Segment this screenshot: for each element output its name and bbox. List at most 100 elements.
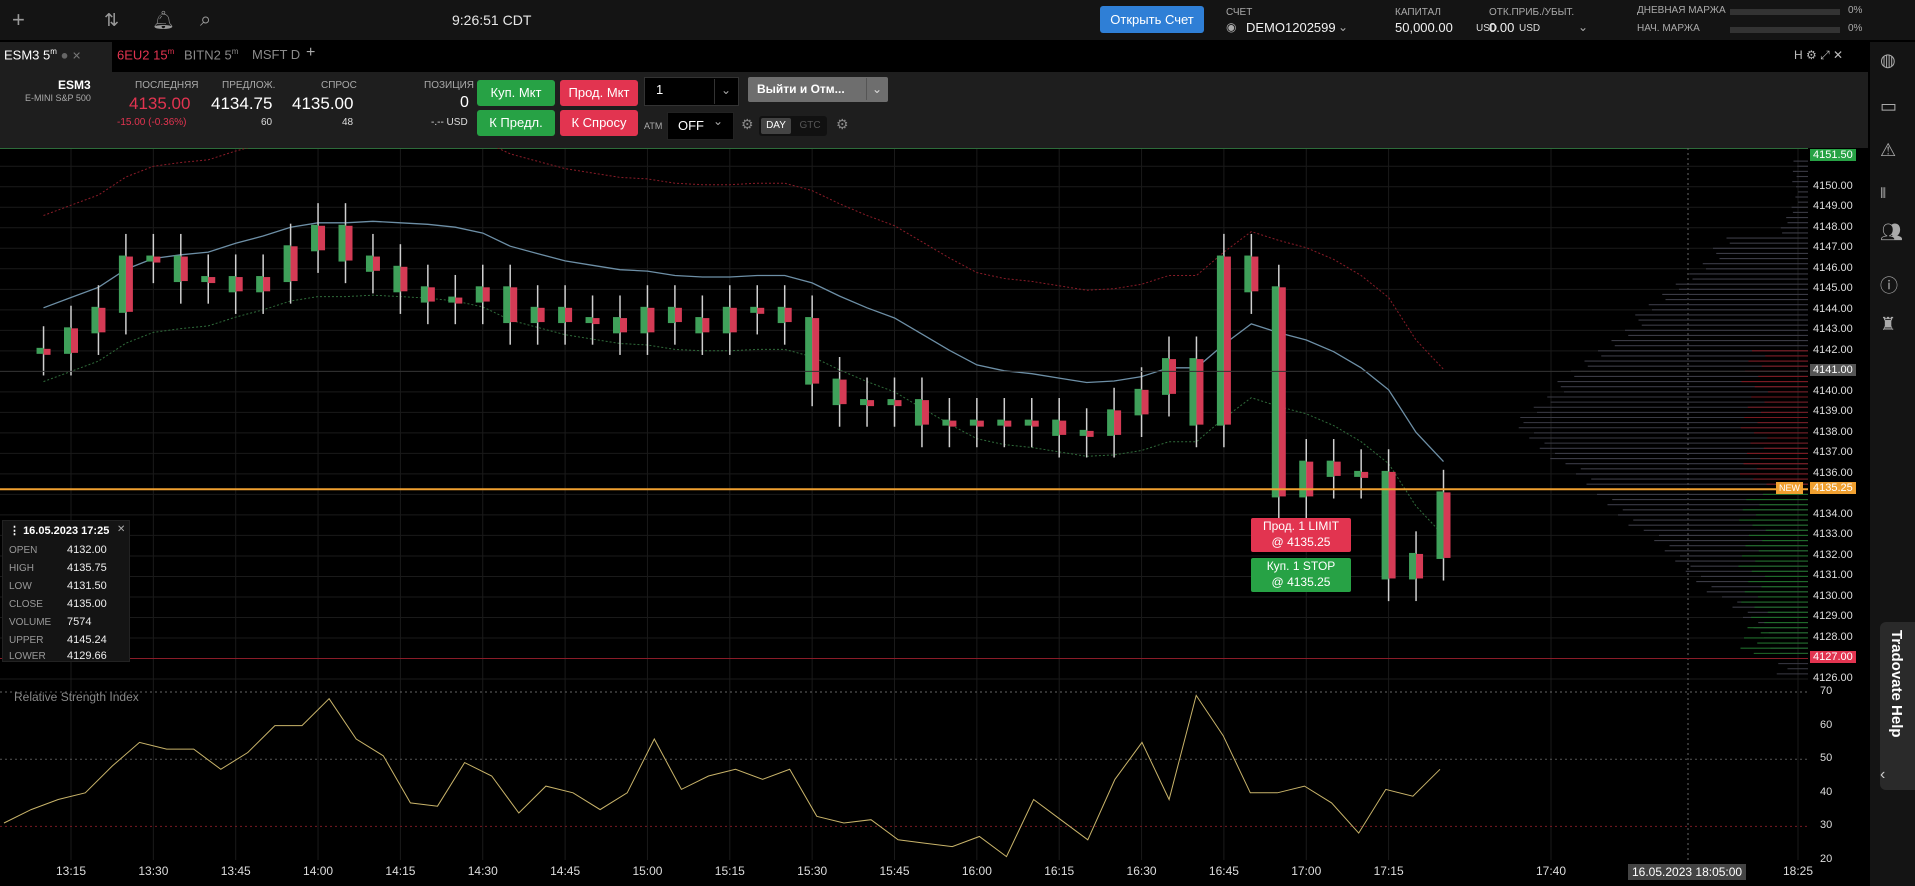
close-label: CLOSE xyxy=(9,599,43,610)
day-margin-pct: 0% xyxy=(1848,5,1863,16)
time-tick: 13:30 xyxy=(138,864,169,878)
help-tab[interactable]: Tradovate Help xyxy=(1880,622,1915,790)
candle-down-cluster xyxy=(867,400,875,407)
exit-cancel-button[interactable] xyxy=(748,77,888,102)
columns-icon[interactable]: ⦀ xyxy=(1880,185,1887,201)
candle-down-cluster xyxy=(1251,256,1259,292)
warning-icon[interactable]: ⚠ xyxy=(1880,140,1897,160)
symbol: ESM3 xyxy=(58,78,91,92)
ask-price[interactable]: 4135.00 xyxy=(292,94,354,113)
candle-up-cluster xyxy=(1381,470,1389,580)
open-label: OPEN xyxy=(9,545,38,556)
candle-down-cluster xyxy=(125,256,133,312)
sell-limit-order[interactable]: Прод. 1 LIMIT @ 4135.25 xyxy=(1251,518,1351,552)
pnl-currency: USD xyxy=(1519,23,1541,34)
search-icon[interactable]: ⌕ xyxy=(200,9,212,31)
chevron-down-icon[interactable]: ⌄ xyxy=(866,78,882,100)
lower-value: 4129.66 xyxy=(67,650,107,660)
low-label: LOW xyxy=(9,581,32,592)
bell-icon[interactable]: 🔔︎ xyxy=(152,10,175,30)
candle-up-cluster xyxy=(969,419,977,426)
close-icon[interactable]: ✕ xyxy=(117,524,126,535)
candle-down-cluster xyxy=(43,348,51,355)
chat-icon[interactable]: ▭ xyxy=(1880,96,1898,116)
candle-up-cluster xyxy=(1052,419,1060,436)
price-tick: 4141.00 xyxy=(1810,364,1856,377)
plus-icon[interactable]: + xyxy=(12,7,25,32)
chevron-down-icon[interactable]: ⌄ xyxy=(714,79,737,104)
candle-up-cluster xyxy=(1079,429,1087,436)
candle-up-cluster xyxy=(887,399,895,406)
chevron-down-icon[interactable]: ⌄ xyxy=(1578,20,1589,34)
tif-day[interactable]: DAY xyxy=(761,118,791,134)
candle-up-cluster xyxy=(311,224,319,252)
price-tick: 4131.00 xyxy=(1813,569,1853,582)
tab-6eu2[interactable]: 6EU2 15m xyxy=(117,47,175,63)
chart-canvas[interactable]: Relative Strength Index xyxy=(0,148,1870,886)
gear-icon[interactable]: ⚙ xyxy=(836,116,849,132)
price-tick: 4140.00 xyxy=(1813,384,1853,397)
rsi-tick: 50 xyxy=(1820,752,1833,765)
candle-up-cluster xyxy=(256,276,264,293)
candle-up-cluster xyxy=(667,306,675,324)
sell-market-button[interactable]: Прод. Мкт xyxy=(560,80,638,106)
gear-icon[interactable]: ⚙ xyxy=(741,116,754,132)
candle-up-cluster xyxy=(228,276,236,293)
chevron-left-icon[interactable]: ‹ xyxy=(1880,766,1886,783)
account-label: СЧЕТ xyxy=(1226,7,1253,18)
price-tick: 4130.00 xyxy=(1813,589,1853,602)
price-tick: 4139.00 xyxy=(1813,405,1853,418)
candle-up-cluster xyxy=(173,255,181,283)
candle-up-cluster xyxy=(1354,470,1362,477)
rsi-tick: 40 xyxy=(1820,785,1833,798)
low-value: 4131.50 xyxy=(67,580,107,592)
rsi-pane xyxy=(0,691,1808,858)
new-order-tag[interactable]: NEW xyxy=(1776,482,1803,495)
chevron-down-icon[interactable]: ⌄ xyxy=(1338,20,1349,34)
chevron-down-icon[interactable]: ⌄ xyxy=(713,114,724,128)
close-icon[interactable]: ✕ xyxy=(72,50,82,63)
time-tick: 17:15 xyxy=(1373,864,1404,878)
candle-down-cluster xyxy=(784,307,792,323)
price-axis[interactable]: 4151.50 4150.00 4149.00 4148.00 4147.00 4146.… xyxy=(1808,148,1870,868)
candle-down-cluster xyxy=(729,307,737,333)
tab-bitn2[interactable]: BITN2 5m xyxy=(184,47,239,63)
transfer-icon[interactable]: ⇅ xyxy=(104,10,120,30)
tab-msft[interactable]: MSFT D xyxy=(252,47,301,62)
moving-average-line xyxy=(43,220,1444,463)
candle-up-cluster xyxy=(201,276,209,283)
init-margin-pct: 0% xyxy=(1848,23,1863,34)
join-bid-button[interactable]: К Предл. xyxy=(477,110,555,136)
time-tick: 17:00 xyxy=(1291,864,1322,878)
atm-select[interactable] xyxy=(667,112,734,140)
users-icon[interactable]: 👥︎ xyxy=(1880,222,1903,242)
candle-down-cluster xyxy=(98,307,106,333)
trophy-icon[interactable]: ♜ xyxy=(1880,314,1897,334)
volume-profile xyxy=(1518,160,1808,675)
candle-up-cluster xyxy=(503,286,511,324)
candle-down-cluster xyxy=(1361,471,1369,478)
add-tab-icon[interactable]: + xyxy=(306,44,316,61)
candle-down-cluster xyxy=(71,328,78,353)
buy-stop-order[interactable]: Куп. 1 STOP @ 4135.25 xyxy=(1251,558,1351,592)
tif-gtc[interactable]: GTC xyxy=(799,120,821,131)
quantity-input[interactable] xyxy=(644,77,739,106)
candle-down-cluster xyxy=(1004,420,1012,427)
time-axis[interactable]: 13:15 13:30 13:45 14:00 14:15 14:30 14:45 15:00… xyxy=(0,860,1870,886)
help-circle-icon[interactable]: ⓘ xyxy=(1880,276,1898,296)
price-tick: 4133.00 xyxy=(1813,528,1853,541)
capital-label: КАПИТАЛ xyxy=(1395,7,1441,18)
price-tick: 4138.00 xyxy=(1813,425,1853,438)
account-select[interactable]: DEMO1202599 xyxy=(1246,20,1336,35)
price-tick: 4144.00 xyxy=(1813,302,1853,315)
globe-icon[interactable]: ◍ xyxy=(1880,50,1896,70)
price-tick: 4145.00 xyxy=(1813,282,1853,295)
chart-header-icons[interactable]: H ⚙ ⤢ ✕ xyxy=(1794,48,1844,62)
join-ask-button[interactable]: К Спросу xyxy=(560,110,638,136)
bid-price[interactable]: 4134.75 xyxy=(211,94,273,113)
buy-market-button[interactable]: Куп. Мкт xyxy=(477,80,555,106)
tab-esm3[interactable] xyxy=(0,42,112,72)
candle-down-cluster xyxy=(1333,461,1341,476)
open-account-button[interactable]: Открыть Счет xyxy=(1100,6,1204,33)
time-tick: 15:00 xyxy=(632,864,663,878)
